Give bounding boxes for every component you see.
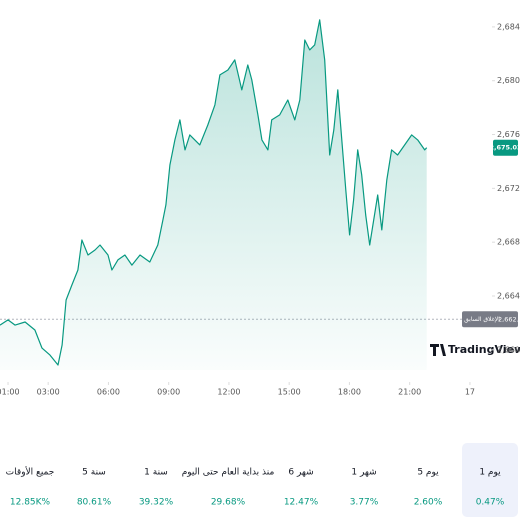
y-tick-label: 2,660.00 bbox=[497, 345, 520, 354]
period-tab[interactable]: جميع الأوقات 12.85K% bbox=[6, 466, 55, 508]
period-change: 0.47% bbox=[476, 498, 505, 508]
period-change: 2.60% bbox=[414, 498, 443, 508]
previous-close-name: الإغلاق السابق bbox=[464, 316, 500, 323]
watermark: TradingView bbox=[430, 343, 520, 356]
y-tick-label: 2,684.00 bbox=[497, 22, 520, 31]
period-tab[interactable]: 1 سنة 39.32% bbox=[139, 468, 174, 508]
period-label: 5 سنة bbox=[82, 468, 106, 478]
period-tab[interactable]: 5 سنة 80.61% bbox=[77, 468, 112, 508]
period-change: 39.32% bbox=[139, 498, 174, 508]
x-tick-label: 15:00 bbox=[278, 388, 301, 397]
last-price-value: 2,675.02 bbox=[489, 144, 520, 152]
last-price-tag bbox=[493, 139, 518, 156]
x-tick-label: 01:00 bbox=[0, 388, 20, 397]
price-line bbox=[0, 19, 428, 366]
area-fill bbox=[0, 19, 427, 371]
period-tab[interactable]: 1 شهر 3.77% bbox=[350, 468, 379, 508]
period-tab[interactable]: منذ بداية العام حتى اليوم 29.68% bbox=[182, 468, 275, 508]
x-tick-label: 03:00 bbox=[37, 388, 60, 397]
x-tick-label: 21:00 bbox=[398, 388, 421, 397]
x-tick-label: 06:00 bbox=[97, 388, 120, 397]
period-tab-bg bbox=[462, 443, 518, 517]
period-tab[interactable]: 6 شهر 12.47% bbox=[284, 468, 319, 508]
x-tick-label: 12:00 bbox=[217, 388, 240, 397]
y-tick-label: 2,664.00 bbox=[497, 292, 520, 301]
period-label: 1 يوم bbox=[479, 468, 501, 478]
y-tick-label: 2,676.00 bbox=[497, 130, 520, 139]
period-change: 80.61% bbox=[77, 498, 112, 508]
previous-close-tag bbox=[462, 311, 518, 328]
period-label: 1 سنة bbox=[144, 468, 168, 478]
y-tick-label: 2,680.00 bbox=[497, 76, 520, 85]
period-change: 12.47% bbox=[284, 498, 319, 508]
period-tab[interactable]: 1 يوم 0.47% bbox=[462, 443, 518, 517]
y-tick-label: 2,672.00 bbox=[497, 184, 520, 193]
period-change: 29.68% bbox=[211, 498, 246, 508]
logo bbox=[430, 344, 446, 356]
period-label: 5 يوم bbox=[417, 468, 439, 478]
previous-close-value: 2,662.27 bbox=[498, 315, 520, 323]
x-tick-label: 17 bbox=[465, 388, 475, 397]
period-label: 6 شهر bbox=[288, 468, 313, 478]
period-change: 3.77% bbox=[350, 498, 379, 508]
period-change: 12.85K% bbox=[10, 498, 51, 508]
x-tick-label: 18:00 bbox=[338, 388, 361, 397]
period-label: جميع الأوقات bbox=[6, 466, 55, 478]
period-label: منذ بداية العام حتى اليوم bbox=[182, 468, 275, 478]
y-tick-label: 2,668.00 bbox=[497, 238, 520, 247]
period-tab[interactable]: 5 يوم 2.60% bbox=[414, 468, 443, 508]
period-label: 1 شهر bbox=[351, 468, 376, 478]
x-tick-label: 09:00 bbox=[157, 388, 180, 397]
watermark-text: TradingView bbox=[448, 343, 520, 356]
